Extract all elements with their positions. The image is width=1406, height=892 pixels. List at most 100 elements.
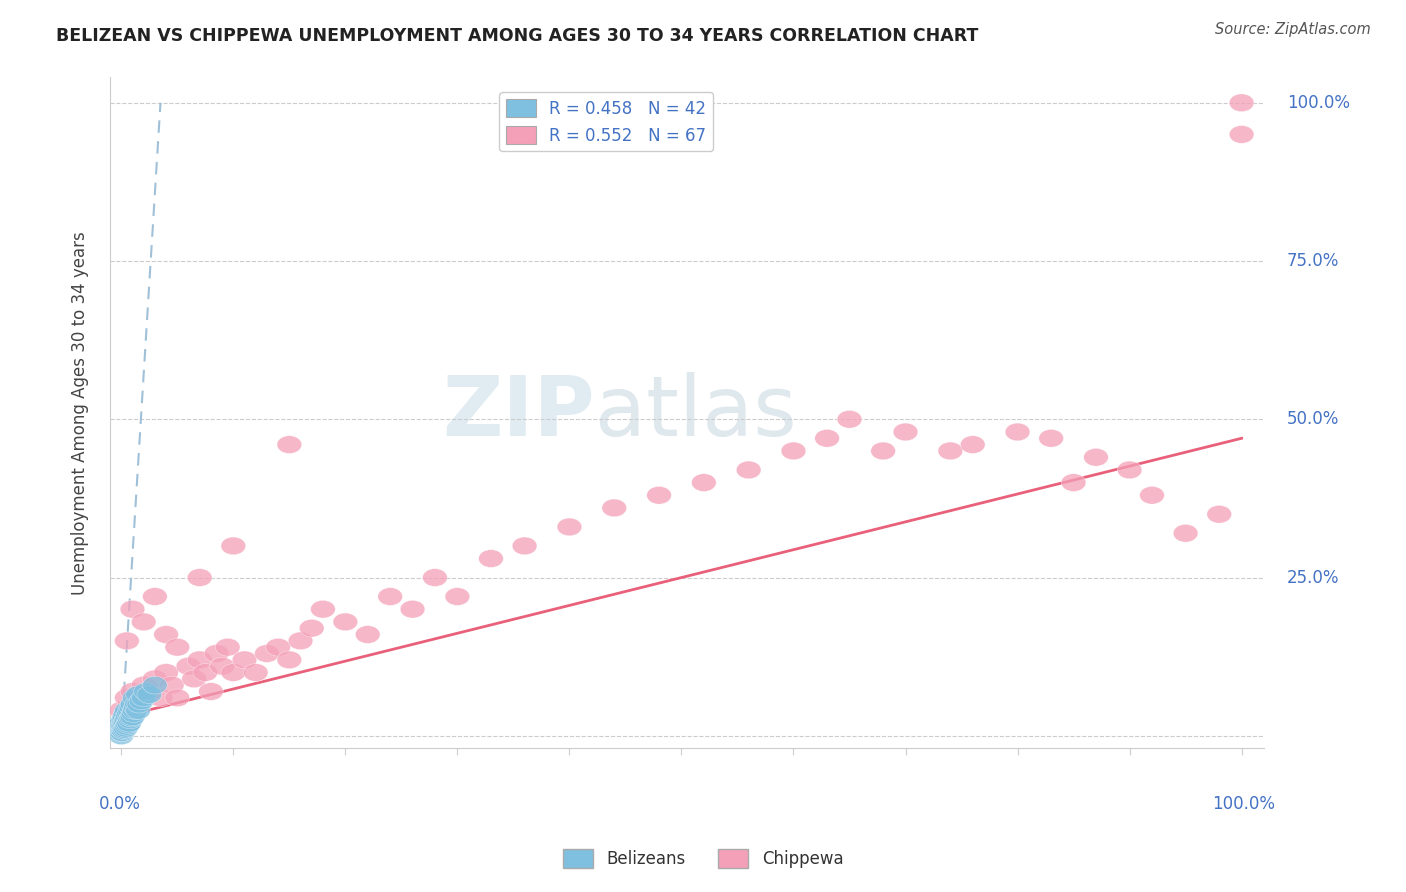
Text: atlas: atlas bbox=[595, 373, 796, 453]
Ellipse shape bbox=[142, 588, 167, 606]
Ellipse shape bbox=[478, 549, 503, 567]
Ellipse shape bbox=[187, 569, 212, 586]
Text: Source: ZipAtlas.com: Source: ZipAtlas.com bbox=[1215, 22, 1371, 37]
Ellipse shape bbox=[356, 625, 380, 643]
Ellipse shape bbox=[108, 721, 134, 739]
Ellipse shape bbox=[277, 436, 302, 453]
Ellipse shape bbox=[108, 727, 134, 745]
Ellipse shape bbox=[114, 719, 138, 737]
Ellipse shape bbox=[120, 698, 143, 716]
Ellipse shape bbox=[122, 702, 148, 719]
Ellipse shape bbox=[401, 600, 425, 618]
Ellipse shape bbox=[512, 537, 537, 555]
Ellipse shape bbox=[187, 651, 212, 669]
Ellipse shape bbox=[136, 686, 162, 704]
Ellipse shape bbox=[692, 474, 716, 491]
Ellipse shape bbox=[960, 436, 986, 453]
Ellipse shape bbox=[198, 682, 224, 700]
Ellipse shape bbox=[176, 657, 201, 675]
Ellipse shape bbox=[124, 698, 148, 716]
Ellipse shape bbox=[111, 717, 136, 735]
Ellipse shape bbox=[782, 442, 806, 459]
Ellipse shape bbox=[1118, 461, 1142, 479]
Legend: R = 0.458   N = 42, R = 0.552   N = 67: R = 0.458 N = 42, R = 0.552 N = 67 bbox=[499, 93, 713, 152]
Ellipse shape bbox=[647, 486, 672, 504]
Ellipse shape bbox=[114, 632, 139, 649]
Legend: Belizeans, Chippewa: Belizeans, Chippewa bbox=[555, 843, 851, 875]
Ellipse shape bbox=[1140, 486, 1164, 504]
Ellipse shape bbox=[110, 717, 135, 735]
Ellipse shape bbox=[1229, 126, 1254, 144]
Ellipse shape bbox=[125, 702, 150, 719]
Ellipse shape bbox=[277, 651, 302, 669]
Text: ZIP: ZIP bbox=[443, 373, 595, 453]
Ellipse shape bbox=[118, 711, 142, 729]
Ellipse shape bbox=[181, 670, 207, 688]
Ellipse shape bbox=[111, 722, 136, 739]
Text: 50.0%: 50.0% bbox=[1286, 410, 1340, 428]
Ellipse shape bbox=[193, 664, 218, 681]
Ellipse shape bbox=[142, 670, 167, 688]
Ellipse shape bbox=[221, 537, 246, 555]
Ellipse shape bbox=[110, 721, 135, 739]
Ellipse shape bbox=[136, 682, 162, 700]
Ellipse shape bbox=[131, 613, 156, 631]
Ellipse shape bbox=[120, 695, 145, 713]
Text: 100.0%: 100.0% bbox=[1286, 94, 1350, 112]
Ellipse shape bbox=[129, 692, 153, 710]
Ellipse shape bbox=[122, 689, 148, 706]
Text: 75.0%: 75.0% bbox=[1286, 252, 1340, 270]
Ellipse shape bbox=[333, 613, 357, 631]
Ellipse shape bbox=[266, 639, 291, 656]
Ellipse shape bbox=[131, 689, 156, 706]
Ellipse shape bbox=[254, 645, 280, 663]
Ellipse shape bbox=[814, 429, 839, 447]
Ellipse shape bbox=[142, 676, 167, 694]
Ellipse shape bbox=[114, 717, 139, 735]
Ellipse shape bbox=[1084, 449, 1108, 467]
Ellipse shape bbox=[117, 705, 142, 723]
Ellipse shape bbox=[165, 639, 190, 656]
Ellipse shape bbox=[153, 664, 179, 681]
Ellipse shape bbox=[120, 708, 145, 726]
Ellipse shape bbox=[288, 632, 314, 649]
Ellipse shape bbox=[378, 588, 402, 606]
Ellipse shape bbox=[112, 708, 136, 726]
Ellipse shape bbox=[114, 689, 139, 706]
Ellipse shape bbox=[299, 619, 323, 637]
Text: 100.0%: 100.0% bbox=[1212, 796, 1275, 814]
Ellipse shape bbox=[446, 588, 470, 606]
Ellipse shape bbox=[121, 705, 146, 723]
Ellipse shape bbox=[114, 711, 139, 729]
Ellipse shape bbox=[120, 682, 145, 700]
Text: 0.0%: 0.0% bbox=[98, 796, 141, 814]
Ellipse shape bbox=[127, 695, 152, 713]
Ellipse shape bbox=[221, 664, 246, 681]
Ellipse shape bbox=[131, 676, 156, 694]
Ellipse shape bbox=[232, 651, 257, 669]
Ellipse shape bbox=[110, 723, 135, 741]
Y-axis label: Unemployment Among Ages 30 to 34 years: Unemployment Among Ages 30 to 34 years bbox=[72, 231, 89, 595]
Ellipse shape bbox=[108, 723, 134, 741]
Ellipse shape bbox=[114, 702, 139, 719]
Ellipse shape bbox=[557, 518, 582, 536]
Ellipse shape bbox=[243, 664, 269, 681]
Ellipse shape bbox=[893, 423, 918, 441]
Ellipse shape bbox=[115, 715, 141, 733]
Ellipse shape bbox=[120, 709, 143, 727]
Ellipse shape bbox=[215, 639, 240, 656]
Text: BELIZEAN VS CHIPPEWA UNEMPLOYMENT AMONG AGES 30 TO 34 YEARS CORRELATION CHART: BELIZEAN VS CHIPPEWA UNEMPLOYMENT AMONG … bbox=[56, 27, 979, 45]
Ellipse shape bbox=[125, 695, 149, 713]
Ellipse shape bbox=[1173, 524, 1198, 542]
Ellipse shape bbox=[1062, 474, 1085, 491]
Ellipse shape bbox=[134, 682, 159, 700]
Ellipse shape bbox=[602, 499, 627, 516]
Ellipse shape bbox=[837, 410, 862, 428]
Text: 25.0%: 25.0% bbox=[1286, 568, 1340, 587]
Ellipse shape bbox=[148, 689, 173, 706]
Ellipse shape bbox=[111, 711, 136, 729]
Ellipse shape bbox=[114, 705, 138, 723]
Ellipse shape bbox=[737, 461, 761, 479]
Ellipse shape bbox=[204, 645, 229, 663]
Ellipse shape bbox=[311, 600, 335, 618]
